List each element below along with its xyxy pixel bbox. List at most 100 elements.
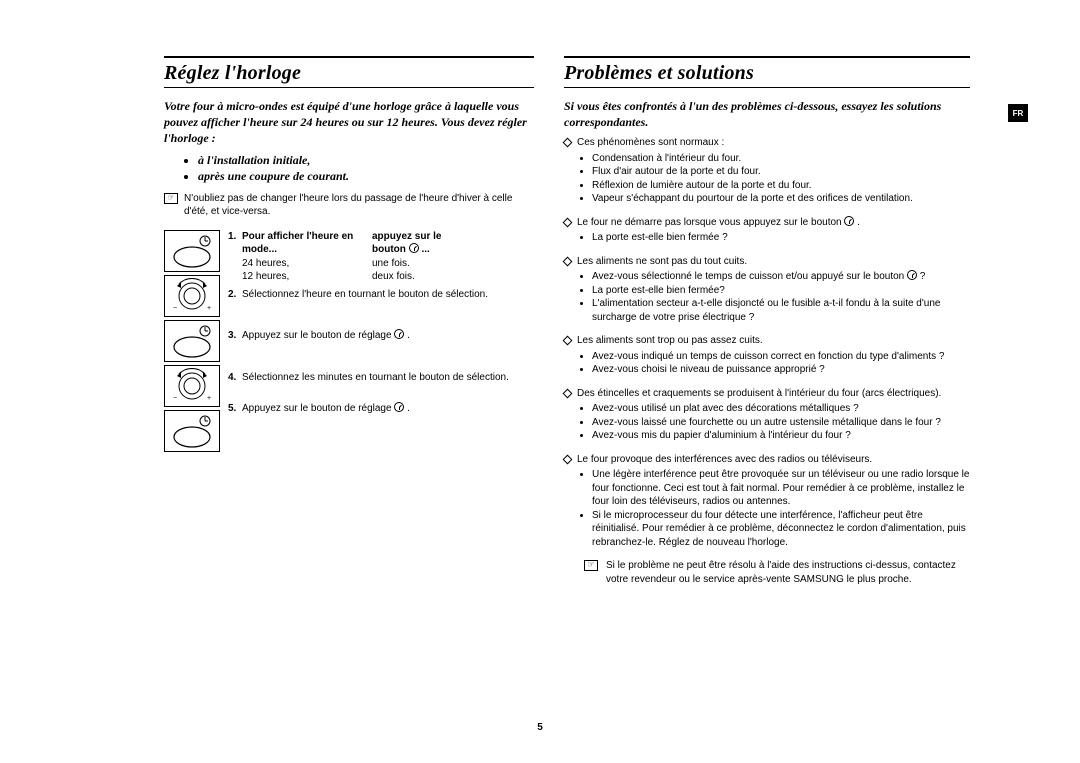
start-icon — [844, 216, 854, 226]
final-note-text: Si le problème ne peut être résolu à l'a… — [606, 559, 970, 586]
step-number: 4. — [228, 371, 242, 385]
ts-head-text: Des étincelles et craquements se produis… — [577, 387, 941, 401]
thumb-clock-panel — [164, 320, 220, 362]
list-item: Réflexion de lumière autour de la porte … — [592, 179, 970, 193]
step-1: 1. Pour afficher l'heure en mode... appu… — [228, 230, 534, 284]
step-text: Sélectionnez les minutes en tournant le … — [242, 371, 534, 385]
ts-head-text: Le four ne démarre pas lorsque vous appu… — [577, 216, 860, 230]
step1-col2-header: appuyez sur le bouton ... — [372, 230, 534, 257]
ts-sublist: La porte est-elle bien fermée ? — [564, 231, 970, 245]
diamond-icon — [563, 217, 573, 227]
step-number: 5. — [228, 402, 242, 416]
list-item: Flux d'air autour de la porte et du four… — [592, 165, 970, 179]
language-tab: FR — [1008, 104, 1028, 122]
step-2: 2. Sélectionnez l'heure en tournant le b… — [228, 288, 534, 302]
list-item: Avez-vous laissé une fourchette ou un au… — [592, 416, 970, 430]
start-icon — [907, 270, 917, 280]
right-column: FR Problèmes et solutions Si vous êtes c… — [564, 56, 970, 586]
svg-text:+: + — [207, 305, 211, 312]
list-item: Avez-vous choisi le niveau de puissance … — [592, 363, 970, 377]
ts-block-4: Les aliments sont trop ou pas assez cuit… — [564, 334, 970, 377]
page-number: 5 — [0, 722, 1080, 733]
diamond-icon — [563, 454, 573, 464]
clock-icon — [394, 329, 404, 339]
clock-icon — [394, 402, 404, 412]
thumb-clock-panel — [164, 230, 220, 272]
list-item: L'alimentation secteur a-t-elle disjonct… — [592, 297, 970, 324]
list-item: après une coupure de courant. — [198, 169, 534, 184]
step-text: Appuyez sur le bouton de réglage . — [242, 329, 534, 343]
thumb-dial: −+ — [164, 275, 220, 317]
thumbs-column: −+ — [164, 230, 220, 455]
thumb-clock-panel — [164, 410, 220, 452]
list-item: La porte est-elle bien fermée ? — [592, 231, 970, 245]
ts-block-6: Le four provoque des interférences avec … — [564, 453, 970, 550]
diamond-icon — [563, 256, 573, 266]
divider — [164, 56, 534, 58]
list-item: Vapeur s'échappant du pourtour de la por… — [592, 192, 970, 206]
manual-page: Réglez l'horloge Votre four à micro-onde… — [0, 0, 1080, 763]
list-item: La porte est-elle bien fermée? — [592, 284, 970, 298]
diamond-icon — [563, 388, 573, 398]
step-4: 4. Sélectionnez les minutes en tournant … — [228, 371, 534, 385]
note-icon: ☞ — [164, 193, 178, 204]
ts-sublist: Condensation à l'intérieur du four. Flux… — [564, 152, 970, 206]
step1-r2c1: 12 heures, — [242, 270, 372, 284]
list-item: à l'installation initiale, — [198, 153, 534, 168]
ts-block-1: Ces phénomènes sont normaux : Condensati… — [564, 136, 970, 206]
ts-head-text: Le four provoque des interférences avec … — [577, 453, 872, 467]
list-item: Avez-vous sélectionné le temps de cuisso… — [592, 270, 970, 284]
ts-sublist: Avez-vous indiqué un temps de cuisson co… — [564, 350, 970, 377]
svg-text:−: − — [173, 305, 177, 312]
list-item: Avez-vous utilisé un plat avec des décor… — [592, 402, 970, 416]
divider — [564, 87, 970, 88]
divider — [164, 87, 534, 88]
ts-block-5: Des étincelles et craquements se produis… — [564, 387, 970, 443]
ts-head-text: Les aliments ne sont pas du tout cuits. — [577, 255, 747, 269]
step-number: 3. — [228, 329, 242, 343]
list-item: Avez-vous mis du papier d'aluminium à l'… — [592, 429, 970, 443]
final-note: ☞ Si le problème ne peut être résolu à l… — [584, 559, 970, 586]
intro-text: Votre four à micro-ondes est équipé d'un… — [164, 98, 534, 147]
section-title-clock: Réglez l'horloge — [164, 62, 534, 85]
step1-r1c2: une fois. — [372, 257, 534, 271]
diamond-icon — [563, 138, 573, 148]
step-text: Sélectionnez l'heure en tournant le bout… — [242, 288, 534, 302]
ts-block-2: Le four ne démarre pas lorsque vous appu… — [564, 216, 970, 245]
divider — [564, 56, 970, 58]
list-item: Condensation à l'intérieur du four. — [592, 152, 970, 166]
clock-icon — [409, 243, 419, 253]
step1-r2c2: deux fois. — [372, 270, 534, 284]
two-column-layout: Réglez l'horloge Votre four à micro-onde… — [164, 56, 970, 586]
ts-sublist: Avez-vous sélectionné le temps de cuisso… — [564, 270, 970, 324]
steps-table: −+ — [164, 230, 534, 455]
step1-r1c1: 24 heures, — [242, 257, 372, 271]
section-title-troubleshoot: Problèmes et solutions — [564, 62, 970, 85]
step-5: 5. Appuyez sur le bouton de réglage . — [228, 402, 534, 416]
list-item: Une légère interférence peut être provoq… — [592, 468, 970, 509]
step-text: Appuyez sur le bouton de réglage . — [242, 402, 534, 416]
step1-col1-header: Pour afficher l'heure en mode... — [242, 230, 372, 257]
note-row: ☞ N'oubliez pas de changer l'heure lors … — [164, 192, 534, 218]
intro-text: Si vous êtes confrontés à l'un des probl… — [564, 98, 970, 130]
ts-sublist: Avez-vous utilisé un plat avec des décor… — [564, 402, 970, 443]
left-column: Réglez l'horloge Votre four à micro-onde… — [164, 56, 534, 586]
list-item: Avez-vous indiqué un temps de cuisson co… — [592, 350, 970, 364]
svg-text:+: + — [207, 395, 211, 402]
note-icon: ☞ — [584, 560, 598, 571]
step-3: 3. Appuyez sur le bouton de réglage . — [228, 329, 534, 343]
ts-block-3: Les aliments ne sont pas du tout cuits. … — [564, 255, 970, 325]
list-item: Si le microprocesseur du four détecte un… — [592, 509, 970, 550]
diamond-icon — [563, 336, 573, 346]
step-text: Pour afficher l'heure en mode... appuyez… — [242, 230, 534, 284]
intro-sublist: à l'installation initiale, après une cou… — [164, 153, 534, 184]
note-text: N'oubliez pas de changer l'heure lors du… — [184, 192, 534, 218]
ts-head-text: Les aliments sont trop ou pas assez cuit… — [577, 334, 763, 348]
ts-sublist: Une légère interférence peut être provoq… — [564, 468, 970, 549]
step-number: 2. — [228, 288, 242, 302]
thumb-dial: −+ — [164, 365, 220, 407]
svg-text:−: − — [173, 395, 177, 402]
steps-body: 1. Pour afficher l'heure en mode... appu… — [228, 230, 534, 455]
step-number: 1. — [228, 230, 242, 284]
ts-head-text: Ces phénomènes sont normaux : — [577, 136, 724, 150]
